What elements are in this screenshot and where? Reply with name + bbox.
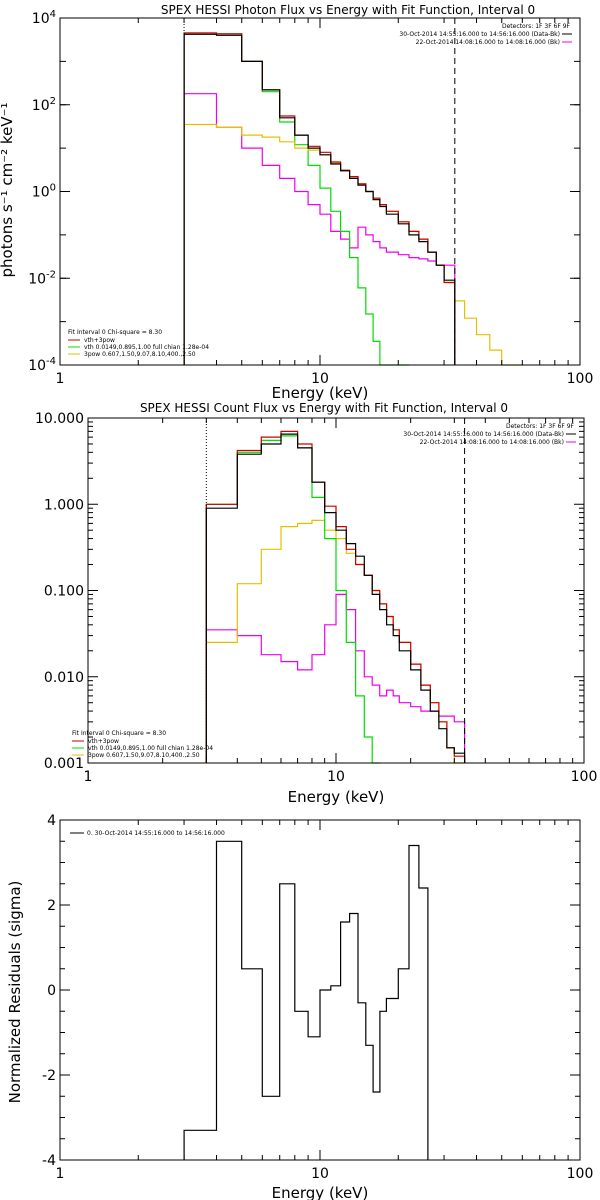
- panel1-x-axis-label: Energy (keV): [272, 384, 369, 402]
- y-tick-exponent: -4: [46, 356, 56, 367]
- y-tick-exponent: 4: [50, 9, 56, 20]
- panel1-ticks: 1 10 100 10-4 10-2 100 102 104: [28, 9, 593, 387]
- y-tick-label: 0: [47, 983, 56, 999]
- panel2-legend-data-interval: 30-Oct-2014 14:55:16.000 to 14:56:16.000…: [403, 431, 564, 438]
- x-tick-label: 1: [56, 371, 65, 387]
- panel2-legend-bk-interval: 22-Oct-2014 14:08:16.000 to 14:08:16.000…: [420, 439, 564, 446]
- x-tick-label: 10: [311, 371, 329, 387]
- y-tick-exponent: 2: [50, 96, 56, 107]
- x-tick-label: 100: [571, 769, 598, 785]
- y-tick-label: 2: [47, 898, 56, 914]
- panel2-legend-detectors: Detectors: 1F 3F 6F 9F: [506, 423, 575, 430]
- panel3-x-axis-label: Energy (keV): [272, 1184, 369, 1200]
- panel1-legend-header: Detectors: 1F 3F 6F 9F 30-Oct-2014 14:55…: [399, 23, 572, 46]
- series-total-line: [183, 840, 429, 1160]
- panel2-legend-header: Detectors: 1F 3F 6F 9F 30-Oct-2014 14:55…: [403, 423, 576, 446]
- x-tick-label: 10: [327, 769, 345, 785]
- panel1-legend-data-interval: 30-Oct-2014 14:55:16.000 to 14:56:16.000…: [399, 31, 560, 38]
- count-flux-panel: SPEX HESSI Count Flux vs Energy with Fit…: [35, 401, 597, 806]
- panel2-legend-bpow: 3pow 0.607,1.50,9.07,8.10,400.,2.50: [88, 752, 200, 759]
- y-tick-label: 0.001: [44, 756, 84, 772]
- y-tick-label: 102: [32, 96, 56, 114]
- panel1-legend-vth: vth 0.0149,0.895,1.00 full chian 1.28e-0…: [84, 344, 209, 351]
- x-tick-label: 100: [567, 1166, 594, 1182]
- panel2-legend-sum: vth+3pow: [88, 738, 119, 745]
- x-tick-label: 100: [567, 371, 594, 387]
- panel1-legend-bpow: 3pow 0.607,1.50,9.07,8.10,400.,2.50: [84, 351, 196, 358]
- panel2-x-axis-label: Energy (keV): [288, 788, 385, 806]
- panel1-title: SPEX HESSI Photon Flux vs Energy with Fi…: [161, 3, 535, 17]
- y-tick-label: -2: [42, 1068, 56, 1084]
- panel3-legend: 0. 30-Oct-2014 14:55:16.000 to 14:56:16.…: [70, 830, 225, 837]
- photon-flux-panel: SPEX HESSI Photon Flux vs Energy with Fi…: [0, 3, 593, 402]
- panel2-marks: [205, 418, 466, 764]
- panel1-marks: [183, 18, 523, 366]
- panel3-legend-label: 0. 30-Oct-2014 14:55:16.000 to 14:56:16.…: [87, 830, 225, 837]
- panel1-legend-bk-interval: 22-Oct-2014 14:08:16.000 to 14:08:16.000…: [416, 39, 560, 46]
- x-tick-label: 1: [56, 1166, 65, 1182]
- series-bk-line: [205, 593, 466, 763]
- series-bk-line: [183, 93, 456, 365]
- panel2-ticks: 1 10 100 0.001 0.010 0.100 1.000 10.000: [35, 411, 597, 785]
- y-tick-label: 10-4: [28, 356, 56, 374]
- panel1-legend-fit: Fit Interval 0 Chi-square = 8.30 vth+3po…: [68, 329, 209, 358]
- panel1-legend-detectors: Detectors: 1F 3F 6F 9F: [502, 23, 571, 30]
- x-tick-label: 10: [311, 1166, 329, 1182]
- panel3-marks: [183, 840, 429, 1160]
- panel1-plot-frame: [59, 17, 581, 366]
- y-tick-label: 4: [47, 813, 56, 829]
- panel1-legend-fit-title: Fit Interval 0 Chi-square = 8.30: [68, 329, 162, 336]
- x-tick-label: 1: [84, 769, 93, 785]
- y-tick-label: 0.100: [44, 584, 84, 600]
- y-tick-exponent: -2: [46, 269, 56, 280]
- y-tick-label: -4: [42, 1153, 56, 1169]
- series-bpow-line: [183, 123, 523, 366]
- panel1-legend-sum: vth+3pow: [84, 337, 115, 344]
- residuals-panel: Energy (keV) Normalized Residuals (sigma…: [6, 813, 593, 1200]
- y-tick-label: 104: [32, 9, 56, 27]
- panel3-y-axis-label: Normalized Residuals (sigma): [6, 881, 24, 1104]
- series-sum-line: [183, 32, 456, 365]
- panel2-title: SPEX HESSI Count Flux vs Energy with Fit…: [140, 401, 508, 415]
- panel2-legend-fit: Fit Interval 0 Chi-square = 8.30 vth+3po…: [72, 730, 213, 759]
- series-total-line: [183, 33, 456, 365]
- y-tick-exponent: 0: [50, 183, 56, 194]
- y-tick-label: 10.000: [35, 411, 84, 427]
- y-tick-label: 100: [32, 183, 56, 201]
- series-vth-line: [205, 435, 380, 764]
- panel3-ticks: 1 10 100 -4 -2 0 2 4: [42, 813, 593, 1182]
- panel2-legend-fit-title: Fit Interval 0 Chi-square = 8.30: [72, 730, 166, 737]
- panel1-y-axis-label: photons s⁻¹ cm⁻² keV⁻¹: [0, 103, 16, 278]
- y-tick-label: 10-2: [28, 269, 56, 287]
- panel2-legend-vth: vth 0.0149,0.895,1.00 full chian 1.28e-0…: [88, 745, 213, 752]
- y-tick-label: 0.010: [44, 670, 84, 686]
- series-total-line: [205, 433, 466, 763]
- y-tick-label: 1.000: [44, 497, 84, 513]
